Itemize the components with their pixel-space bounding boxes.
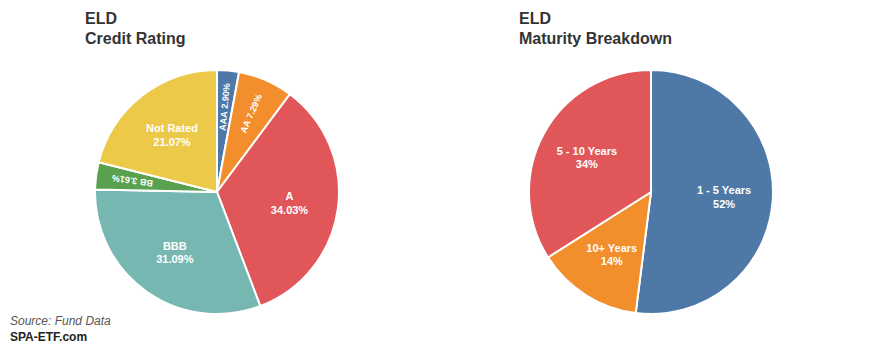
chart-subtitle: Credit Rating [85,30,185,47]
chart-root: ELD Credit Rating AAA2.90% AA7.29% A 34.03% BB… [0,0,869,349]
pie: 1 - 5 Years 52% 10+ Years14% 5 - 10 Years34… [529,70,773,314]
data-labels: AAA2.90% AA7.29% A 34.03% BBB31.09% BB3.61% No… [111,83,308,266]
data-label: AAA2.90% [218,83,232,131]
pie-slice [95,190,260,314]
data-label: Not Rated 21.07% [146,122,198,148]
data-label-category: BB [139,177,154,189]
data-label-value: 34.03% [271,204,309,216]
pie: AAA2.90% AA7.29% A 34.03% BBB31.09% BB3.61% No… [95,70,339,314]
data-label: 10+ Years14% [586,242,637,268]
data-label: AA7.29% [238,93,264,135]
data-labels: 1 - 5 Years 52% 10+ Years14% 5 - 10 Years34… [557,145,751,268]
data-label-category: Not Rated [146,122,198,134]
data-label-category: A [286,190,294,202]
chart-title: ELD [519,10,551,27]
pie-slice [636,70,773,314]
data-label-category: 5 - 10 Years [557,145,617,157]
data-label-value: 21.07% [153,136,191,148]
annotation: Source: Fund Data [10,314,111,328]
chart-subtitle: Maturity Breakdown [519,30,672,47]
data-label-value: 52% [713,198,735,210]
data-label-value: 2.90% [220,83,232,109]
data-label: 1 - 5 Years 52% [697,184,751,210]
data-label-category: 1 - 5 Years [697,184,751,196]
data-label-value: 3.61% [111,173,138,186]
annotation: SPA-ETF.com [10,330,87,344]
pie-slice [529,70,651,257]
data-label-value: 31.09% [156,253,194,265]
data-label: BBB31.09% [156,240,194,266]
data-label-value: 7.29% [245,93,264,120]
data-label: A 34.03% [271,190,309,216]
pie-slice [99,70,217,192]
data-label-value: 34% [576,158,598,170]
data-label: BB3.61% [111,173,153,188]
data-label-value: 14% [601,255,623,267]
data-label-category: BBB [163,240,187,252]
data-label-category: 10+ Years [586,242,637,254]
data-label-category: AA [238,118,253,134]
chart-title: ELD [85,10,117,27]
data-label: 5 - 10 Years34% [557,145,617,171]
data-label-category: AAA [218,110,230,131]
